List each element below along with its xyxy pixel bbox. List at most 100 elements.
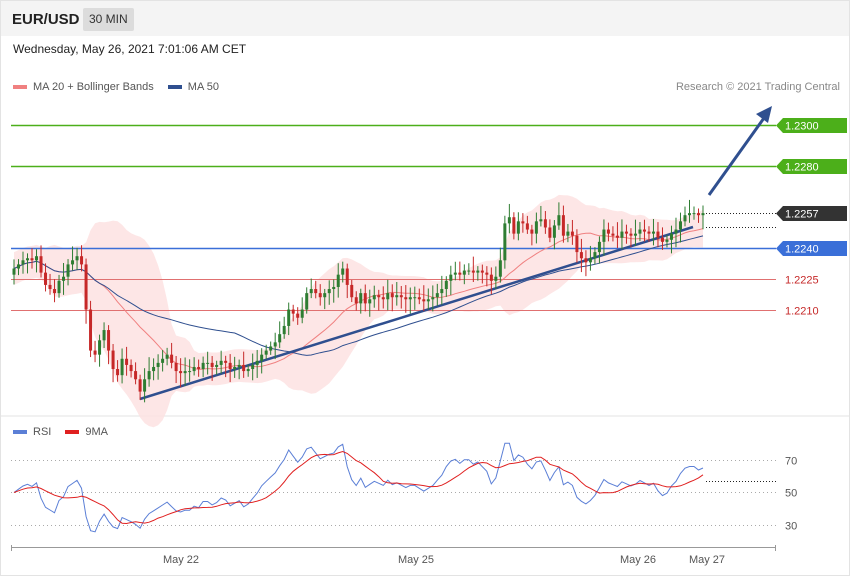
candle-body — [696, 213, 700, 216]
legend-rsi: RSI — [13, 426, 51, 438]
ma50-line — [13, 235, 704, 356]
candle-body — [548, 227, 552, 238]
candle-body — [485, 272, 489, 275]
candle — [575, 229, 579, 263]
candle — [233, 356, 237, 378]
candle-body — [566, 231, 570, 236]
candle — [660, 227, 664, 250]
candle — [597, 236, 601, 264]
legend-rsi-swatch — [13, 430, 27, 434]
candle — [291, 304, 295, 322]
candle — [255, 349, 259, 378]
candle — [354, 291, 358, 311]
candle — [138, 374, 142, 400]
candle — [282, 316, 286, 339]
candle — [260, 348, 264, 374]
candle-body — [440, 289, 444, 294]
candle-body — [201, 362, 205, 370]
candle — [642, 219, 646, 242]
candle-body — [669, 233, 673, 240]
legend-ma50-label: MA 50 — [187, 81, 219, 93]
candle — [107, 325, 111, 365]
candle — [444, 276, 448, 297]
candle-body — [237, 364, 241, 367]
candle-body — [390, 293, 394, 298]
candle-body — [219, 360, 223, 365]
candle — [305, 287, 309, 314]
candle — [503, 215, 507, 269]
timestamp: Wednesday, May 26, 2021 7:01:06 AM CET — [13, 42, 247, 56]
candle-body — [206, 362, 210, 364]
candle — [156, 354, 160, 380]
candle-body — [444, 280, 448, 290]
candle — [111, 344, 115, 383]
candle-body — [620, 231, 624, 238]
candle — [611, 226, 615, 242]
candle — [413, 286, 417, 310]
candle — [219, 350, 223, 374]
candle-body — [296, 313, 300, 318]
candle-body — [512, 217, 516, 234]
level-tag-1.2300 — [776, 118, 847, 133]
candle-body — [633, 233, 637, 236]
candle — [386, 279, 390, 311]
candle — [449, 265, 453, 296]
candle-body — [638, 229, 642, 234]
price-levels — [11, 124, 776, 311]
candle — [453, 261, 457, 281]
forecast-arrow-head — [756, 106, 772, 123]
candle-body — [336, 274, 340, 287]
candle-body — [417, 297, 421, 300]
candle-body — [363, 293, 367, 304]
candle — [102, 322, 106, 349]
candle — [224, 355, 228, 378]
candle — [35, 249, 39, 273]
candle-body — [507, 217, 511, 224]
candle — [341, 261, 345, 283]
candle-body — [332, 286, 336, 290]
candle-body — [480, 270, 484, 273]
candle — [381, 286, 385, 309]
candle-body — [39, 256, 43, 273]
candle-body — [377, 295, 381, 298]
candle — [399, 285, 403, 309]
research-credit: Research © 2021 Trading Central — [675, 81, 840, 93]
candle — [165, 347, 169, 366]
candle-body — [21, 260, 25, 265]
candle — [647, 226, 651, 242]
candle-body — [395, 295, 399, 298]
timeframe-badge[interactable]: 30 MIN — [83, 8, 134, 31]
candle-body — [539, 219, 543, 222]
x-tick-label: May 26 — [620, 554, 656, 566]
candle-body — [494, 276, 498, 281]
candle — [179, 358, 183, 388]
candle-body — [62, 276, 66, 281]
candle — [651, 219, 655, 246]
candle — [489, 267, 493, 295]
candle — [75, 247, 79, 271]
candle-body — [282, 325, 286, 335]
candle — [372, 285, 376, 308]
candle — [390, 284, 394, 312]
candle — [458, 261, 462, 281]
candle — [246, 364, 250, 377]
level-label-1.2210: 1.2210 — [785, 306, 819, 318]
candle — [350, 279, 354, 303]
candle — [570, 219, 574, 245]
candle — [336, 263, 340, 298]
candle — [566, 223, 570, 243]
candle — [197, 359, 201, 377]
candle — [210, 356, 214, 381]
candle-body — [53, 289, 57, 294]
x-tick-label: May 27 — [689, 554, 725, 566]
candle — [467, 263, 471, 275]
candle — [431, 285, 435, 312]
candle-body — [449, 274, 453, 281]
candle-body — [174, 362, 178, 372]
candle-body — [116, 369, 120, 376]
candle — [462, 264, 466, 285]
level-label-1.2300: 1.2300 — [785, 121, 819, 133]
candle-body — [525, 223, 529, 230]
candle-body — [687, 213, 691, 216]
